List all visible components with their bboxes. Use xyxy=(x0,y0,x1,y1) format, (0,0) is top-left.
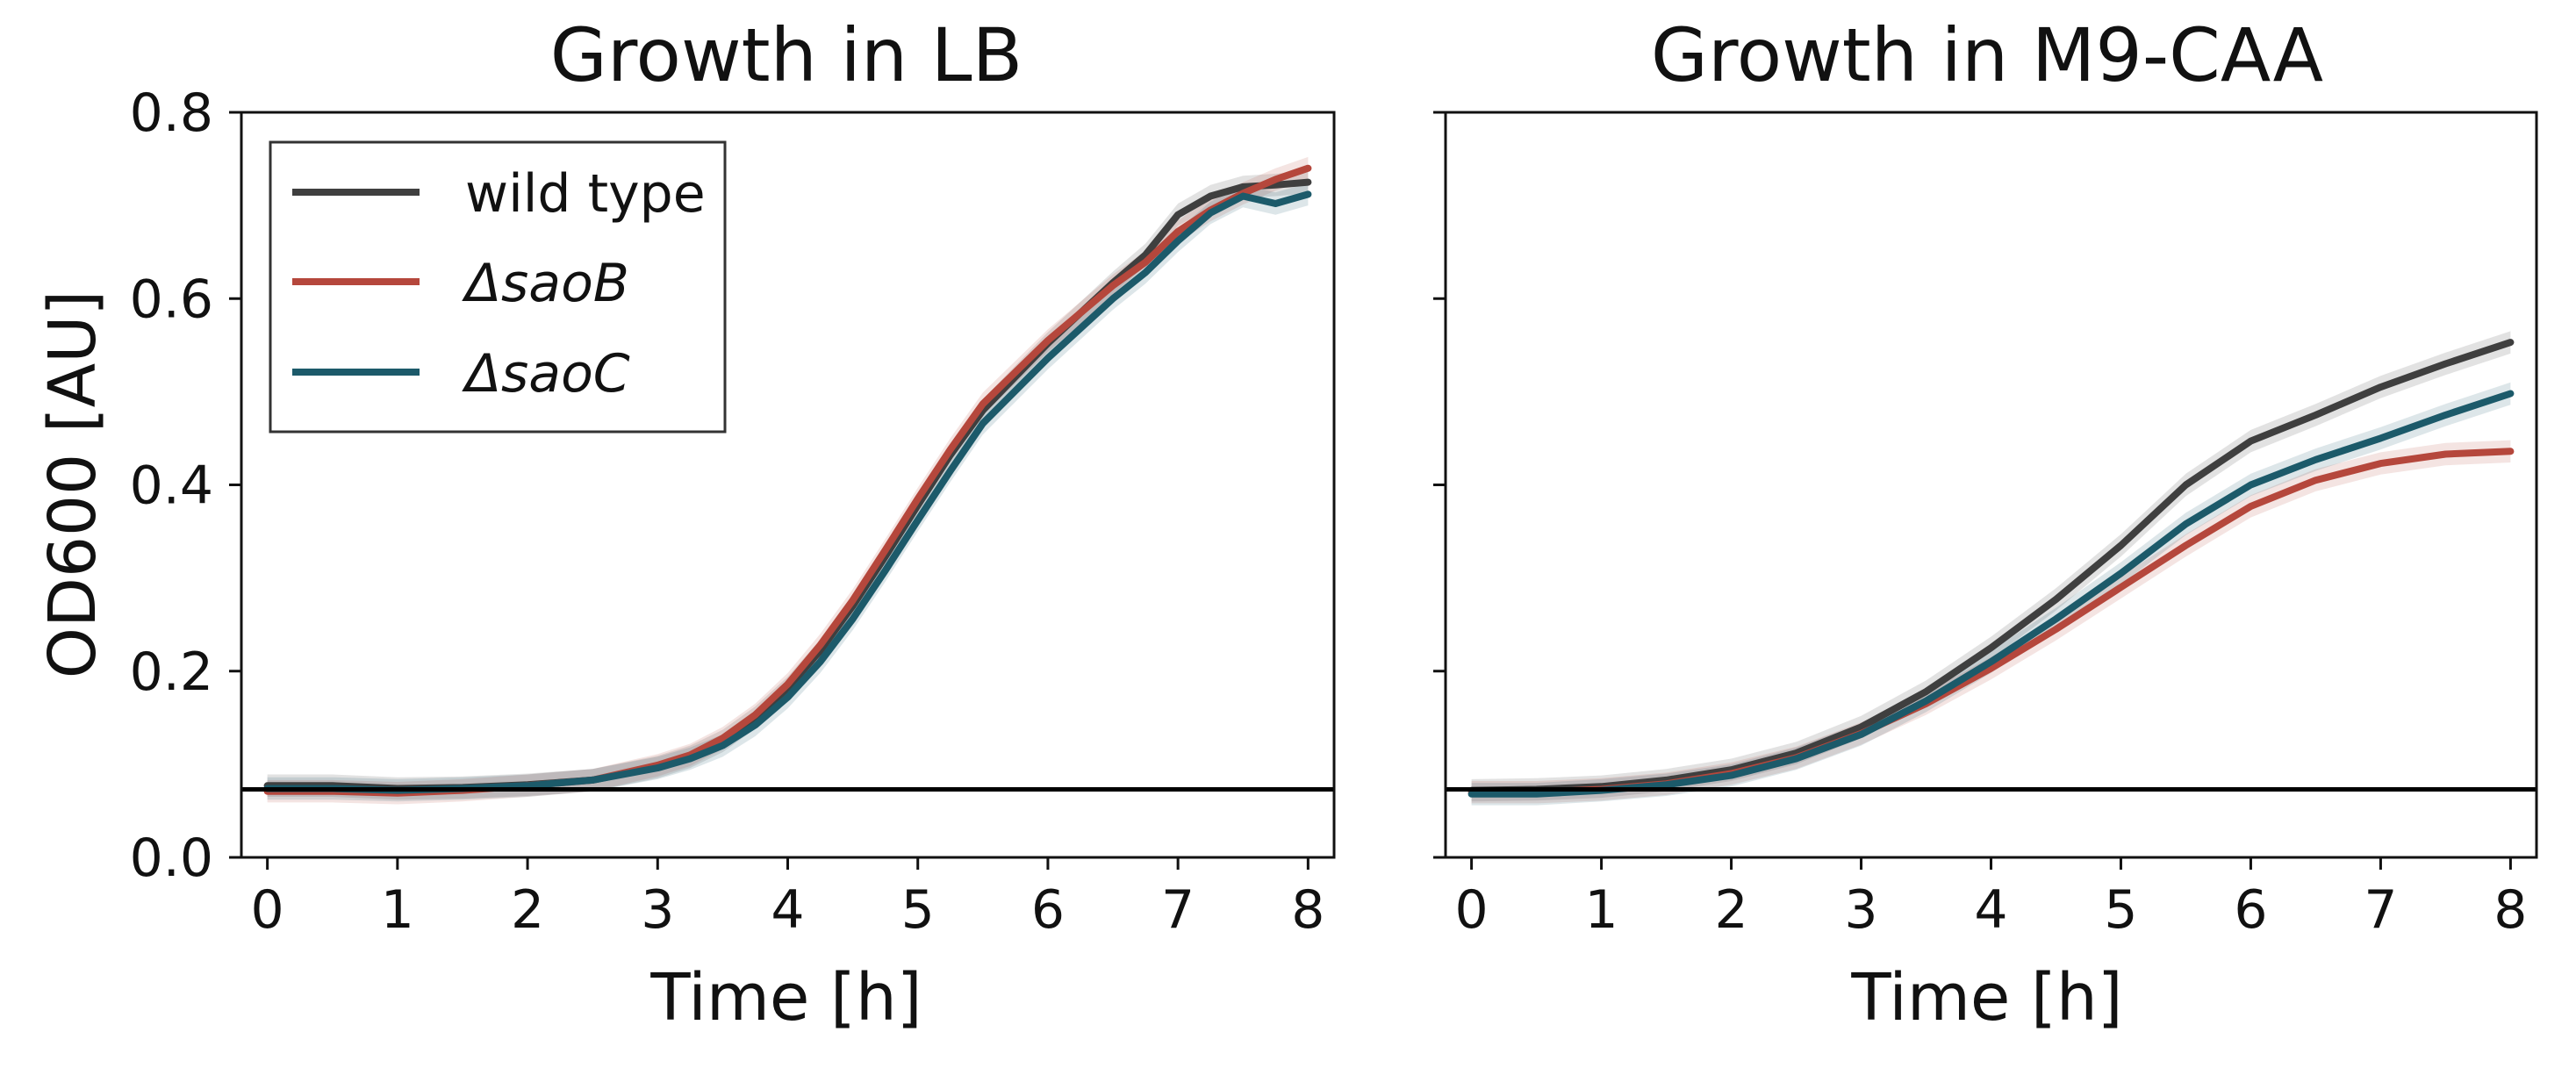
chart-panel-m9caa: Growth in M9-CAA Time [h] 0 1 2 3 4 5 6 7 8 xyxy=(1433,12,2538,1036)
legend-label-saoc: ΔsaoC xyxy=(462,343,630,405)
x-tick-label: 8 xyxy=(1291,879,1324,941)
x-tick-label: 1 xyxy=(381,879,414,941)
x-tick-label: 2 xyxy=(511,879,544,941)
x-tick-label: 5 xyxy=(2104,879,2137,941)
axes-frame xyxy=(1444,111,2538,859)
legend: wild type ΔsaoB ΔsaoC xyxy=(269,140,727,434)
x-tick-label: 4 xyxy=(1974,879,2007,941)
x-axis-label: Time [h] xyxy=(649,960,922,1036)
series-line-2 xyxy=(263,190,1312,794)
x-tick-label: 2 xyxy=(1714,879,1747,941)
x-tick-label: 3 xyxy=(1844,879,1877,941)
y-tick-label: 0.6 xyxy=(130,269,213,330)
x-tick-label: 4 xyxy=(771,879,804,941)
legend-label-saob: ΔsaoB xyxy=(462,253,629,314)
x-tick-label: 8 xyxy=(2493,879,2527,941)
series-line-1 xyxy=(1467,448,2515,796)
x-tick-label: 3 xyxy=(641,879,674,941)
x-tick-label: 7 xyxy=(2364,879,2397,941)
x-tick-label: 0 xyxy=(1455,879,1489,941)
chart-title: Growth in M9-CAA xyxy=(1651,12,2323,98)
series-line-2 xyxy=(1467,390,2515,798)
x-tick-label: 7 xyxy=(1161,879,1195,941)
x-tick-label: 1 xyxy=(1584,879,1618,941)
x-tick-label: 5 xyxy=(901,879,935,941)
y-tick-label: 0.4 xyxy=(130,455,213,517)
x-axis-label: Time [h] xyxy=(1850,960,2122,1036)
y-tick-label: 0.2 xyxy=(130,642,213,703)
confidence-band-0 xyxy=(1471,331,2511,802)
chart-panel-lb: Growth in LB Time [h] OD600 [AU] 0 1 2 3 4 5 6… xyxy=(35,12,1336,1036)
chart-title: Growth in LB xyxy=(550,12,1023,98)
x-tick-label: 6 xyxy=(1031,879,1065,941)
legend-label-wild-type: wild type xyxy=(465,163,706,225)
x-tick-label: 0 xyxy=(251,879,284,941)
y-tick-label: 0.8 xyxy=(130,82,213,144)
y-tick-label: 0.0 xyxy=(130,828,213,889)
y-axis-label: OD600 [AU] xyxy=(35,290,111,679)
series-line-0 xyxy=(1467,339,2515,794)
x-tick-label: 6 xyxy=(2234,879,2267,941)
confidence-band-1 xyxy=(1471,440,2511,804)
